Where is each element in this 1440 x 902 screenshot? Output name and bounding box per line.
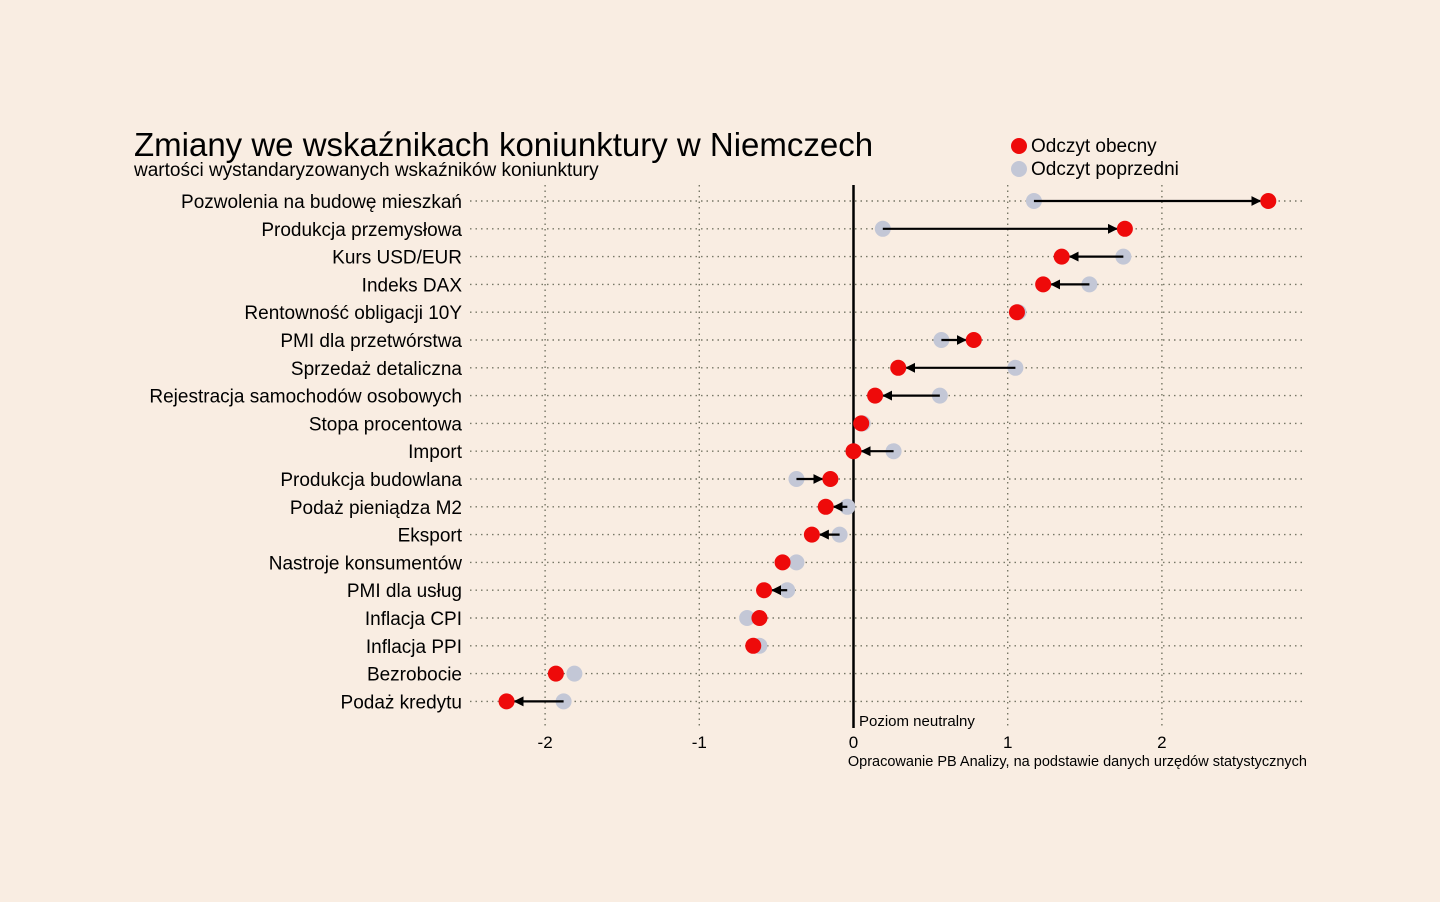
current-value-point bbox=[756, 582, 773, 599]
current-value-point bbox=[498, 693, 515, 710]
current-value-point bbox=[817, 498, 834, 515]
current-value-point bbox=[751, 610, 768, 626]
previous-value-point bbox=[788, 554, 805, 571]
current-value-point bbox=[547, 665, 564, 682]
legend-current-marker bbox=[1011, 138, 1027, 154]
x-tick-label: 2 bbox=[1157, 733, 1166, 752]
chart-subtitle: wartości wystandaryzowanych wskaźników k… bbox=[133, 160, 599, 181]
category-label: Eksport bbox=[398, 526, 463, 547]
current-value-point bbox=[853, 415, 870, 432]
current-value-point bbox=[1116, 220, 1133, 237]
legend: Odczyt obecny Odczyt poprzedni bbox=[1011, 136, 1179, 180]
current-value-point bbox=[803, 526, 820, 543]
grid bbox=[544, 185, 1163, 728]
current-value-point bbox=[774, 554, 791, 571]
legend-current-label: Odczyt obecny bbox=[1031, 136, 1157, 157]
category-label: Podaż kredytu bbox=[341, 692, 462, 713]
current-value-point bbox=[890, 359, 907, 376]
category-label: Inflacja CPI bbox=[365, 609, 462, 630]
chart-title: Zmiany we wskaźnikach koniunktury w Niem… bbox=[134, 126, 873, 163]
category-label: Nastroje konsumentów bbox=[269, 553, 463, 574]
legend-previous-marker bbox=[1011, 161, 1027, 177]
category-label: Pozwolenia na budowę mieszkań bbox=[181, 192, 462, 213]
x-tick-label: 1 bbox=[1003, 733, 1012, 752]
current-value-point bbox=[745, 637, 762, 654]
category-label: Inflacja PPI bbox=[366, 637, 462, 658]
x-tick-label: -2 bbox=[538, 733, 553, 752]
x-axis: -2 -1 0 1 2 bbox=[538, 733, 1167, 752]
category-label: Indeks DAX bbox=[362, 275, 463, 296]
category-label: PMI dla usług bbox=[347, 581, 462, 602]
current-value-point bbox=[965, 332, 982, 348]
category-label: Import bbox=[408, 442, 463, 463]
category-label: Produkcja przemysłowa bbox=[261, 220, 462, 241]
category-label: Bezrobocie bbox=[367, 665, 462, 686]
category-rows: Pozwolenia na budowę mieszkań Produkcja p… bbox=[149, 192, 1305, 713]
x-tick-label: -1 bbox=[692, 733, 707, 752]
current-value-point bbox=[867, 387, 884, 404]
category-label: Produkcja budowlana bbox=[280, 470, 462, 491]
category-label: Sprzedaż detaliczna bbox=[291, 359, 463, 380]
plot-marks bbox=[498, 193, 1277, 710]
category-label: Rejestracja samochodów osobowych bbox=[149, 387, 462, 408]
current-value-point bbox=[1035, 276, 1052, 293]
previous-value-point bbox=[566, 665, 583, 682]
source-note: Opracowanie PB Analizy, na podstawie dan… bbox=[848, 754, 1307, 770]
category-label: Kurs USD/EUR bbox=[332, 248, 462, 269]
current-value-point bbox=[1053, 248, 1070, 265]
category-label: Stopa procentowa bbox=[309, 414, 463, 435]
current-value-point bbox=[1260, 193, 1277, 209]
legend-previous-label: Odczyt poprzedni bbox=[1031, 159, 1179, 180]
current-value-point bbox=[822, 471, 839, 487]
neutral-level-label: Poziom neutralny bbox=[859, 713, 975, 730]
current-value-point bbox=[845, 443, 862, 460]
current-value-point bbox=[1008, 304, 1025, 321]
category-label: PMI dla przetwórstwa bbox=[280, 331, 462, 352]
previous-value-point bbox=[739, 610, 756, 626]
x-tick-label: 0 bbox=[849, 733, 858, 752]
category-label: Rentowność obligacji 10Y bbox=[244, 303, 462, 324]
category-label: Podaż pieniądza M2 bbox=[290, 498, 462, 519]
